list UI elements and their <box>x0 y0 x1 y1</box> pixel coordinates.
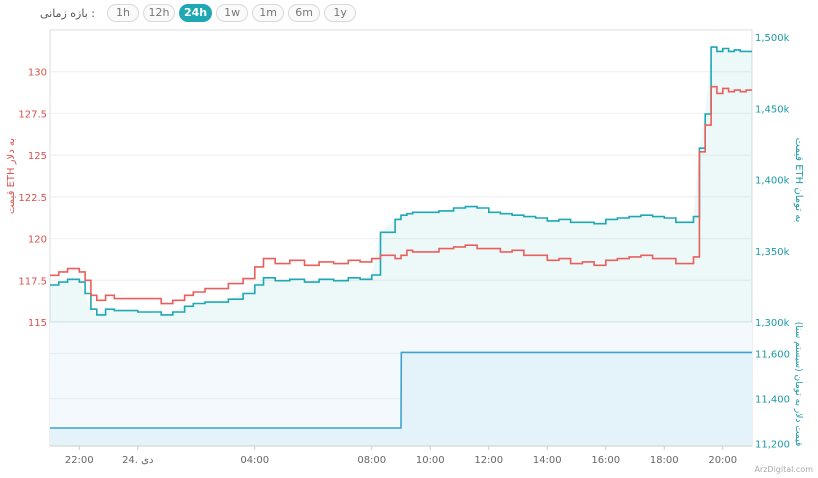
volume-tick-label: 11,200 <box>755 440 790 451</box>
left-tick-label: 120 <box>28 235 47 246</box>
range-button-12h[interactable]: 12h <box>142 4 175 22</box>
left-tick-label: 127.5 <box>18 109 47 120</box>
range-button-6m[interactable]: 6m <box>288 4 321 22</box>
time-range-selector: بازه زمانی : 1h 12h 24h 1w 1m 6m 1y <box>40 4 357 22</box>
left-tick-label: 122.5 <box>18 193 47 204</box>
left-axis-title: قیمت ETH به دلار <box>6 138 17 214</box>
series-eth-usd <box>50 85 752 305</box>
volume-axis-title: قیمت دلار به تومان (سیستم سنا) <box>793 322 803 447</box>
range-button-1m[interactable]: 1m <box>252 4 285 22</box>
left-tick-label: 117.5 <box>18 276 47 287</box>
range-button-1h[interactable]: 1h <box>106 4 139 22</box>
range-button-1y[interactable]: 1y <box>324 4 357 22</box>
range-button-1w[interactable]: 1w <box>216 4 249 22</box>
time-range-label: بازه زمانی : <box>40 6 95 20</box>
watermark-text: ArzDigital.com <box>754 465 813 474</box>
left-tick-label: 130 <box>28 68 47 79</box>
left-tick-label: 125 <box>28 151 47 162</box>
right-tick-label: 1,350k <box>755 247 790 258</box>
x-tick-label: 16:00 <box>591 455 620 466</box>
x-tick-label: 14:00 <box>533 455 562 466</box>
toman-area-fill <box>50 47 752 322</box>
x-tick-label: 22:00 <box>65 455 94 466</box>
x-tick-label: 12:00 <box>474 455 503 466</box>
right-axis-title: قیمت ETH به تومان <box>793 138 804 223</box>
right-tick-label: 1,500k <box>755 33 790 44</box>
time-range-options: 1h 12h 24h 1w 1m 6m 1y <box>106 4 357 22</box>
right-tick-label: 1,450k <box>755 104 790 115</box>
right-tick-label: 1,400k <box>755 176 790 187</box>
x-tick-label: 18:00 <box>650 455 679 466</box>
left-tick-label: 115 <box>28 318 47 329</box>
range-button-24h[interactable]: 24h <box>178 4 213 22</box>
right-tick-label: 1,300k <box>755 318 790 329</box>
series-dollar-toman <box>50 351 752 429</box>
dollar-toman-area-fill <box>50 352 752 446</box>
volume-tick-label: 11,400 <box>755 395 790 406</box>
x-tick-label: 08:00 <box>357 455 386 466</box>
volume-tick-label: 11,600 <box>755 350 790 361</box>
x-tick-label: 04:00 <box>240 455 269 466</box>
series-eth-toman <box>50 46 752 316</box>
x-tick-label: 10:00 <box>416 455 445 466</box>
x-tick-label: 20:00 <box>708 455 737 466</box>
x-tick-label: 24. دی <box>122 455 153 466</box>
